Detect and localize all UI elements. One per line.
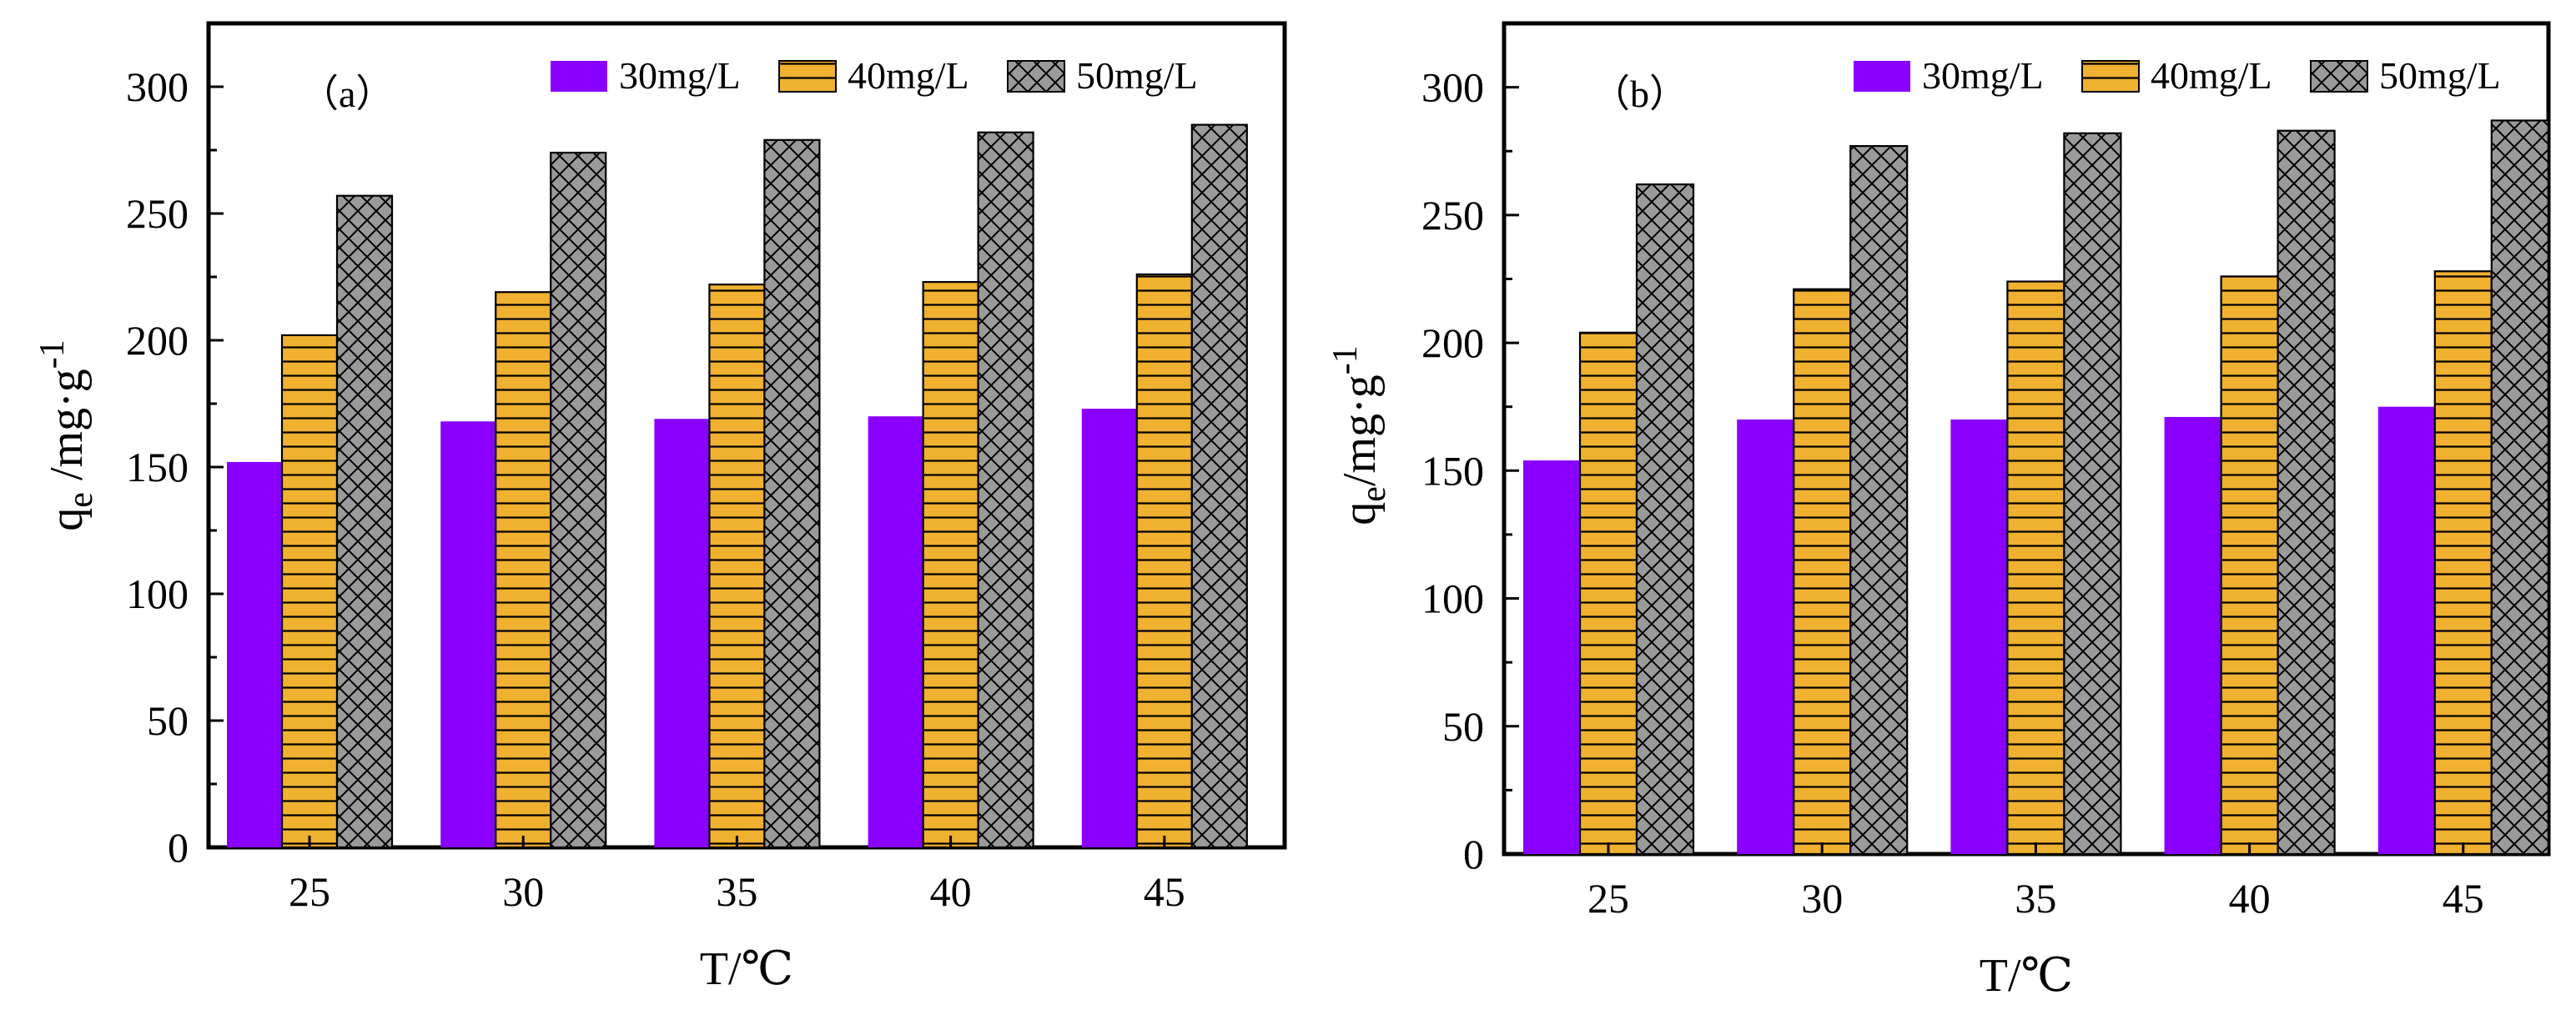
bar-40mg-45-a <box>1135 273 1193 849</box>
x-tick-label-35-a: 35 <box>716 868 757 915</box>
y-axis-ticks-a: 0 50 100 150 200 250 300 <box>126 63 224 871</box>
bar-50mg-35-a <box>763 138 821 849</box>
legend-swatch-40mg <box>778 60 837 93</box>
x-tick-label-30-b: 30 <box>1801 875 1843 922</box>
legend-swatch-50mg-b <box>2310 60 2368 93</box>
y-tick-label-300-a: 300 <box>126 63 189 110</box>
bar-50mg-25-b <box>1635 183 1695 856</box>
y-tick-label-200-b: 200 <box>1421 319 1484 366</box>
panel-label-b: （b） <box>1592 73 1688 115</box>
bar-50mg-40-a <box>977 131 1034 849</box>
bar-30mg-30-a <box>440 421 496 847</box>
legend-label-50mg: 50mg/L <box>1076 54 1198 97</box>
bar-40mg-25-a <box>280 334 339 849</box>
y-axis-title-sup-b: -1 <box>1326 345 1365 374</box>
bar-30mg-25-b <box>1523 460 1580 854</box>
legend-label-30mg-b: 30mg/L <box>1922 54 2044 97</box>
y-tick-label-300-b: 300 <box>1421 64 1484 111</box>
bar-40mg-35-a <box>708 284 766 849</box>
y-tick-label-150-b: 150 <box>1421 447 1484 494</box>
bar-40mg-40-b <box>2220 275 2279 856</box>
y-axis-title-unit-b: /mg·g <box>1334 374 1386 486</box>
x-tick-label-40-a: 40 <box>930 868 972 915</box>
bar-50mg-40-b <box>2277 129 2336 856</box>
bar-30mg-45-a <box>1081 409 1137 848</box>
x-tick-label-25-a: 25 <box>289 868 330 915</box>
legend-swatch-30mg-b <box>1854 61 1910 92</box>
y-axis-title-b: qe/mg·g-1 <box>1326 345 1393 525</box>
panel-b: 0 50 100 150 200 250 300 25 30 35 40 45 （b） 30mg/L… <box>1326 21 2551 1002</box>
y-axis-title-sup-a: -1 <box>33 339 72 369</box>
bar-30mg-40-b <box>2164 416 2221 854</box>
y-tick-label-50-a: 50 <box>147 697 189 744</box>
bar-30mg-35-a <box>654 419 710 847</box>
y-tick-label-100-a: 100 <box>126 570 189 617</box>
y-axis-title-sub-a: e <box>62 492 100 508</box>
x-tick-label-40-b: 40 <box>2229 875 2271 922</box>
legend-a: 30mg/L 40mg/L 50mg/L <box>551 54 1198 97</box>
bar-50mg-30-a <box>550 151 607 849</box>
x-axis-title-a: T/℃ <box>700 943 793 995</box>
bars-a <box>227 123 1248 849</box>
legend-label-40mg-b: 40mg/L <box>2151 54 2272 97</box>
y-tick-label-150-a: 150 <box>126 444 189 490</box>
bar-40mg-30-b <box>1793 288 1852 856</box>
y-tick-label-50-b: 50 <box>1442 703 1484 750</box>
x-tick-label-35-b: 35 <box>2015 875 2056 922</box>
bar-30mg-40-a <box>868 416 923 847</box>
y-tick-label-0-a: 0 <box>168 824 189 871</box>
bar-30mg-35-b <box>1950 420 2008 854</box>
legend-label-40mg: 40mg/L <box>848 54 969 97</box>
y-axis-title-base-a: q <box>41 508 93 531</box>
y-tick-label-0-b: 0 <box>1463 831 1484 877</box>
bar-40mg-25-b <box>1578 331 1638 856</box>
y-tick-label-200-a: 200 <box>126 317 189 364</box>
bar-40mg-35-b <box>2006 280 2065 856</box>
bar-30mg-30-b <box>1737 420 1794 854</box>
y-axis-title-a: qe /mg·g-1 <box>33 339 100 530</box>
bar-50mg-30-b <box>1849 145 1909 856</box>
y-axis-title-base-b: q <box>1334 502 1386 525</box>
y-tick-label-100-b: 100 <box>1421 575 1484 622</box>
bar-40mg-45-b <box>2433 270 2493 856</box>
x-tick-label-25-b: 25 <box>1587 875 1629 922</box>
bar-50mg-35-b <box>2063 132 2122 856</box>
bar-50mg-45-b <box>2490 119 2549 856</box>
legend-label-30mg: 30mg/L <box>619 54 741 97</box>
legend-swatch-40mg-b <box>2081 60 2140 93</box>
bar-40mg-30-a <box>495 291 552 849</box>
legend-swatch-30mg <box>551 61 607 92</box>
panel-a: 0 50 100 150 200 250 300 25 30 35 40 45 （a） 30mg/L… <box>33 21 1287 995</box>
y-tick-label-250-a: 250 <box>126 190 189 237</box>
x-tick-label-45-b: 45 <box>2443 875 2484 922</box>
x-axis-title-b: T/℃ <box>1980 950 2073 1002</box>
legend-b: 30mg/L 40mg/L 50mg/L <box>1854 54 2501 97</box>
bar-40mg-40-a <box>922 280 979 849</box>
bars-b <box>1523 119 2549 856</box>
y-axis-title-sub-b: e <box>1355 486 1393 502</box>
bar-30mg-45-b <box>2377 406 2435 854</box>
x-axis-ticks-a: 25 30 35 40 45 <box>289 836 1185 915</box>
y-tick-label-250-b: 250 <box>1421 192 1484 239</box>
x-tick-label-30-a: 30 <box>502 868 544 915</box>
panel-label-a: （a） <box>300 73 394 115</box>
y-axis-title-unit-a: /mg·g <box>41 369 93 492</box>
y-axis-ticks-b: 0 50 100 150 200 250 300 <box>1421 64 1519 877</box>
legend-label-50mg-b: 50mg/L <box>2379 54 2501 97</box>
bar-50mg-45-a <box>1190 123 1248 849</box>
x-tick-label-45-a: 45 <box>1144 868 1185 915</box>
bar-30mg-25-a <box>227 461 282 847</box>
legend-swatch-50mg <box>1007 60 1065 93</box>
x-axis-ticks-b: 25 30 35 40 45 <box>1587 842 2484 922</box>
bar-50mg-25-a <box>335 194 394 849</box>
